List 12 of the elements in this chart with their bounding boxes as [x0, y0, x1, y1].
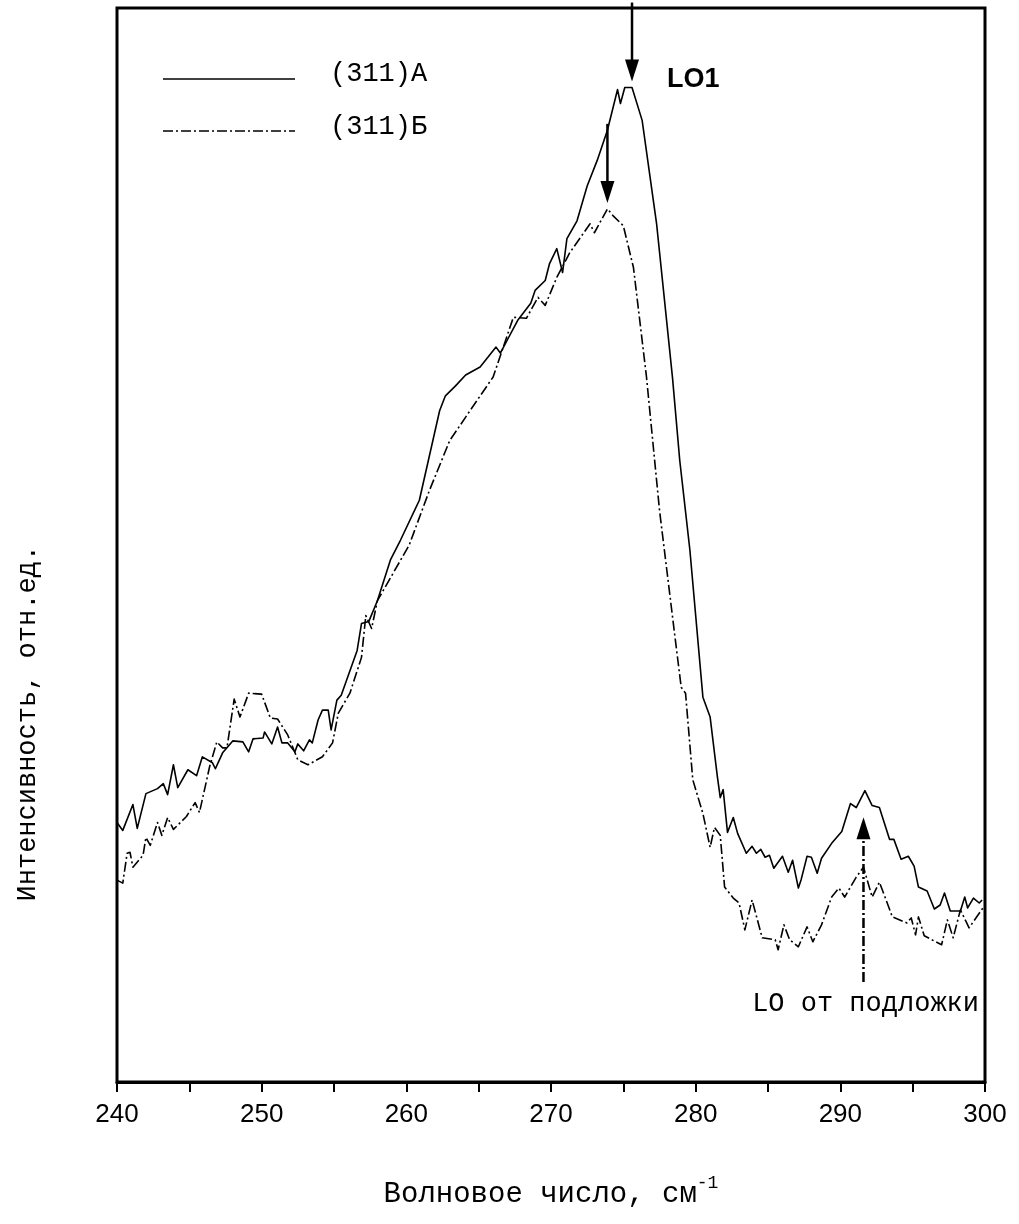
x-tick-label: 300 [963, 1098, 1007, 1128]
legend-label: (311)Б [330, 111, 428, 142]
annotation: LO1 [667, 62, 720, 93]
x-tick-label: 290 [818, 1098, 863, 1128]
annotation: LO от подложки [752, 989, 979, 1019]
x-tick-label: 260 [384, 1098, 429, 1128]
y-axis-title: Интенсивность, отн.ед. [12, 544, 43, 902]
x-tick-label: 240 [95, 1098, 139, 1128]
legend-label: (311)A [330, 58, 429, 89]
x-tick-label: 250 [239, 1098, 284, 1128]
x-tick-label: 280 [673, 1098, 718, 1128]
x-tick-label: 270 [529, 1098, 573, 1128]
